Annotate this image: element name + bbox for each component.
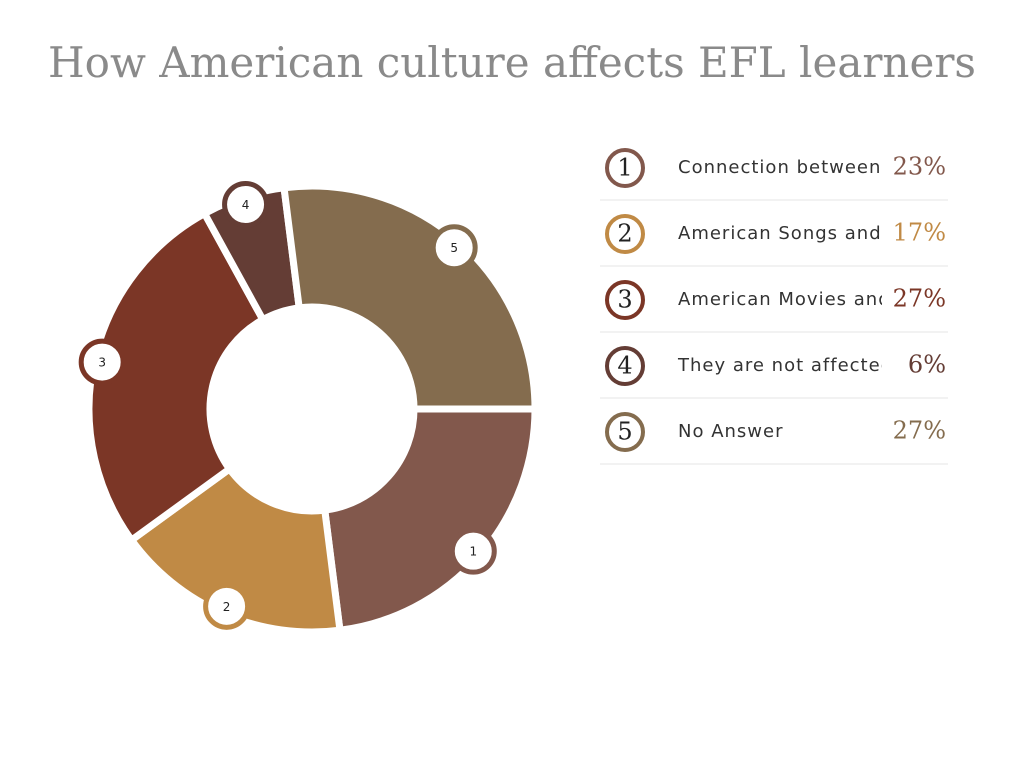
legend-label: No Answer xyxy=(678,421,784,442)
segment-marker xyxy=(430,224,478,272)
legend-marker-label: 4 xyxy=(617,352,632,380)
legend-marker xyxy=(605,280,645,320)
legend-value: 27% xyxy=(893,285,946,313)
segment-marker xyxy=(203,582,251,630)
segment-marker xyxy=(78,338,126,386)
legend-marker xyxy=(605,148,645,188)
segment-marker-label: 4 xyxy=(242,198,250,212)
legend-label: American Songs and p xyxy=(678,223,901,244)
legend-marker-label: 1 xyxy=(617,154,632,182)
segment-marker-label: 3 xyxy=(98,356,106,370)
legend-marker xyxy=(605,214,645,254)
donut-segment xyxy=(280,182,539,413)
donut-segment xyxy=(320,405,539,635)
legend-value: 6% xyxy=(908,351,946,379)
donut-segment xyxy=(85,208,268,545)
legend-marker xyxy=(605,412,645,452)
segment-marker xyxy=(449,527,497,575)
legend-marker xyxy=(605,346,645,386)
legend-marker-label: 5 xyxy=(617,418,632,446)
legend-value: 27% xyxy=(893,417,946,445)
legend-label: American Movies and xyxy=(678,289,891,310)
legend-marker-label: 2 xyxy=(617,220,632,248)
legend-label: They are not affected xyxy=(677,355,893,376)
legend-value: 17% xyxy=(893,219,946,247)
legend-label: Connection between I xyxy=(678,157,894,178)
legend-value: 23% xyxy=(893,153,946,181)
segment-marker xyxy=(222,181,270,229)
segment-marker-label: 1 xyxy=(469,545,477,559)
donut-segment xyxy=(126,464,344,636)
segment-marker-label: 2 xyxy=(223,600,231,614)
chart-title: How American culture affects EFL learner… xyxy=(48,38,976,87)
segment-marker-label: 5 xyxy=(450,241,458,255)
legend-marker-label: 3 xyxy=(617,286,632,314)
